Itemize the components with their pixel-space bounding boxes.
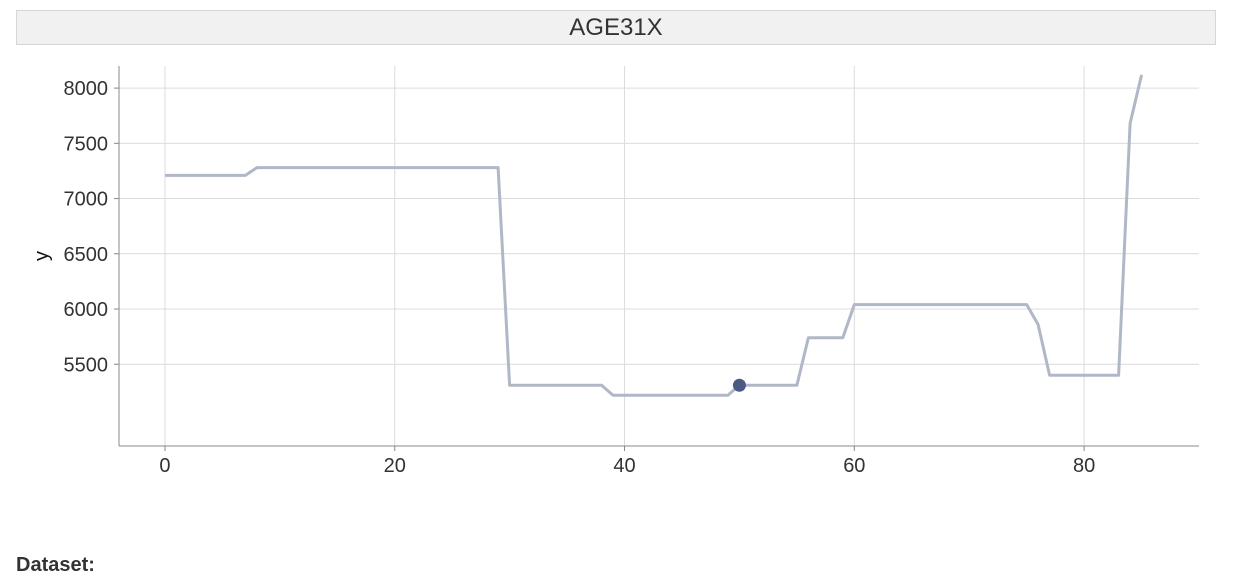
- highlight-point[interactable]: [732, 378, 746, 392]
- chart-title: AGE31X: [569, 13, 663, 41]
- dataset-label: Dataset:: [16, 554, 95, 576]
- x-tick-label: 60: [843, 455, 865, 477]
- y-tick-label: 5500: [64, 354, 109, 376]
- y-tick-label: 6500: [64, 244, 109, 266]
- x-tick-label: 80: [1073, 455, 1095, 477]
- y-tick-label: 8000: [64, 78, 109, 100]
- x-tick-label: 0: [159, 455, 170, 477]
- y-axis-label: y: [31, 251, 53, 261]
- y-tick-label: 7000: [64, 189, 109, 211]
- y-tick-label: 7500: [64, 133, 109, 155]
- x-tick-label: 20: [384, 455, 406, 477]
- series-line[interactable]: [165, 74, 1144, 397]
- line-chart[interactable]: 0 20 40 60 80 5500 6000 6500 7000 7500 8000 y: [0, 0, 1244, 540]
- chart-title-bar: AGE31X: [16, 10, 1216, 45]
- x-tick-label: 40: [613, 455, 635, 477]
- y-tick-label: 6000: [64, 299, 109, 321]
